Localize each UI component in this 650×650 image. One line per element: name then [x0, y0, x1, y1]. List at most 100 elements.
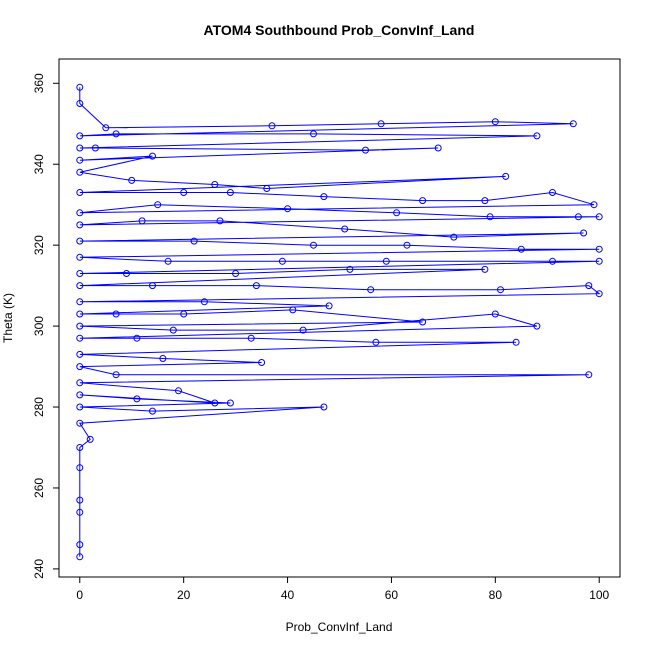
data-point	[76, 350, 84, 358]
data-point	[232, 270, 240, 277]
data-point	[76, 298, 84, 306]
data-point	[76, 237, 84, 245]
data-point	[112, 310, 120, 318]
data-point	[154, 201, 162, 209]
data-point	[175, 387, 182, 395]
data-point	[403, 241, 411, 249]
data-point	[549, 189, 556, 196]
data-point	[76, 221, 84, 229]
data-point	[450, 233, 458, 241]
data-point	[533, 322, 541, 330]
data-point	[284, 205, 292, 213]
data-point	[169, 326, 177, 334]
data-point	[211, 181, 219, 188]
data-point	[590, 201, 598, 209]
data-point	[112, 130, 120, 138]
data-point	[123, 270, 130, 277]
y-axis: 240 260 280 300 320 340 360	[32, 73, 60, 579]
data-point	[76, 168, 84, 176]
data-point	[419, 197, 427, 205]
data-point	[76, 334, 84, 342]
series-points	[76, 83, 603, 561]
data-point	[76, 379, 84, 387]
data-point	[434, 144, 442, 152]
series-line	[78, 87, 601, 557]
data-point	[367, 286, 375, 294]
data-point	[76, 144, 84, 152]
y-tick-label: 320	[32, 235, 46, 255]
data-point	[252, 282, 260, 290]
data-point	[502, 172, 510, 180]
data-point	[190, 237, 198, 245]
data-point	[486, 213, 494, 221]
data-point	[299, 326, 307, 334]
data-point	[76, 100, 84, 107]
data-point	[393, 209, 401, 217]
data-point	[76, 132, 84, 140]
data-point	[569, 120, 577, 128]
data-point	[91, 144, 99, 152]
data-point	[595, 245, 603, 253]
data-point	[76, 444, 84, 451]
data-point	[263, 185, 271, 192]
data-point	[159, 355, 167, 362]
data-point	[372, 338, 380, 346]
data-point	[310, 241, 317, 249]
data-point	[216, 217, 224, 225]
data-point	[595, 257, 603, 265]
data-point	[76, 553, 84, 561]
data-point	[585, 371, 593, 379]
x-tick-label: 0	[76, 588, 83, 602]
data-point	[346, 265, 354, 273]
data-point	[585, 282, 593, 290]
data-point	[258, 359, 266, 366]
x-tick-label: 60	[385, 588, 399, 602]
data-point	[149, 407, 156, 415]
data-point	[76, 282, 84, 290]
data-point	[549, 257, 556, 265]
data-point	[149, 282, 156, 290]
data-point	[112, 371, 120, 379]
data-point	[200, 298, 208, 306]
data-point	[164, 257, 172, 265]
data-point	[128, 176, 136, 184]
data-point	[76, 209, 84, 217]
data-point	[76, 310, 84, 318]
chart-title: ATOM4 Southbound Prob_ConvInf_Land	[204, 22, 475, 38]
data-point	[481, 265, 489, 273]
data-point	[76, 83, 84, 91]
data-point	[595, 213, 603, 221]
data-point	[580, 229, 588, 237]
data-point	[226, 189, 234, 196]
y-tick-label: 340	[32, 154, 46, 174]
data-point	[512, 338, 520, 346]
data-point	[419, 318, 427, 326]
data-point	[481, 197, 489, 205]
data-point	[247, 334, 255, 342]
data-point	[595, 290, 603, 298]
data-point	[133, 395, 141, 403]
data-point	[320, 403, 328, 411]
data-point	[226, 399, 234, 407]
x-tick-label: 40	[281, 588, 295, 602]
x-tick-label: 20	[177, 588, 191, 602]
data-point	[133, 334, 141, 342]
data-point	[377, 120, 385, 128]
data-point	[180, 310, 188, 318]
data-point	[289, 306, 297, 314]
data-point	[86, 435, 94, 443]
x-axis-label: Prob_ConvInf_Land	[286, 620, 393, 634]
data-point	[76, 156, 84, 164]
data-point	[341, 225, 349, 233]
x-axis: 0 20 40 60 80 100	[76, 576, 610, 602]
data-point	[382, 257, 390, 265]
data-point	[497, 286, 504, 294]
x-tick-label: 80	[489, 588, 503, 602]
data-point	[149, 152, 156, 160]
y-tick-label: 280	[32, 397, 46, 417]
data-point	[278, 257, 286, 265]
data-point	[102, 124, 110, 132]
data-point	[76, 419, 84, 427]
data-point	[76, 391, 84, 399]
